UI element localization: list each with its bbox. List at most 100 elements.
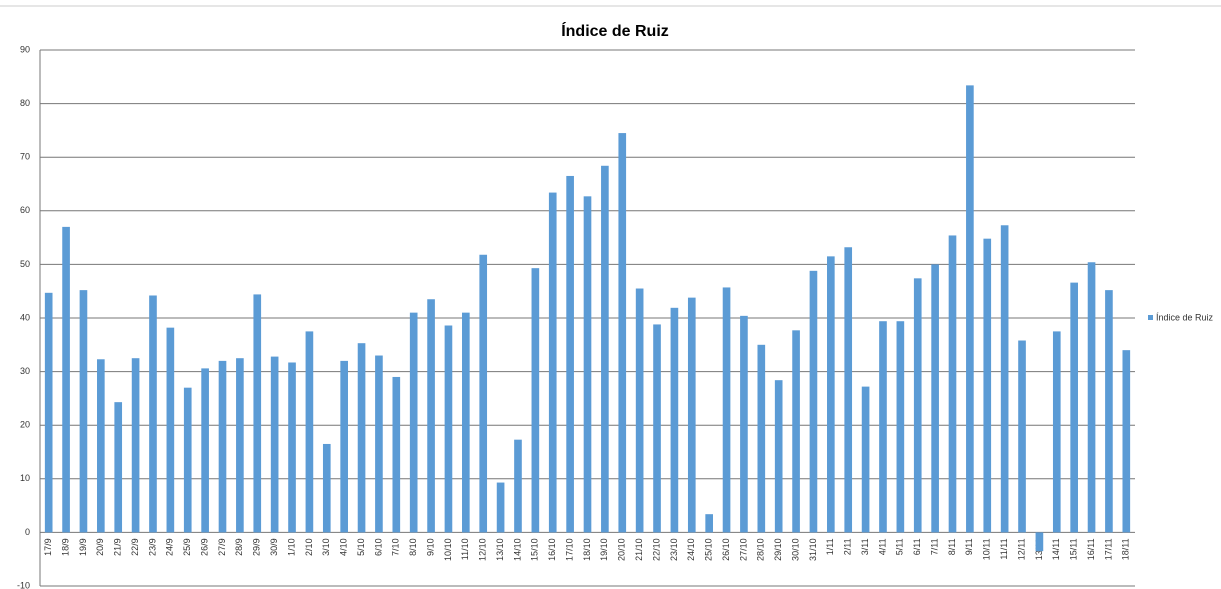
x-tick-label: 20/10 [617,538,627,561]
x-tick-label: 9/11 [964,538,974,555]
x-tick-label: 26/10 [721,538,731,561]
bar [948,235,957,533]
x-tick-label: 7/11 [929,538,939,555]
x-tick-label: 29/9 [252,538,262,556]
bar [462,312,470,533]
x-tick-label: 4/11 [877,538,887,555]
x-tick-label: 13/10 [495,538,505,561]
x-tick-label: 22/9 [130,538,140,556]
x-tick-label: 20/9 [95,538,105,556]
x-tick-label: 31/10 [808,538,818,561]
bar [183,387,192,533]
x-tick-label: 17/9 [43,538,53,556]
x-tick-label: 30/9 [269,538,279,556]
bar [792,330,800,533]
x-tick-label: 1/11 [825,538,835,555]
bar [653,324,661,533]
bar [340,360,348,533]
x-tick-label: 10/10 [443,538,453,561]
bar [722,287,731,533]
bar [896,321,905,533]
x-tick-label: 17/11 [1103,538,1113,560]
bar [705,514,713,533]
x-tick-label: 1/10 [286,538,296,556]
x-tick-label: 30/10 [790,538,800,561]
y-tick-label: 70 [20,152,30,162]
bar [1122,350,1131,533]
bar [270,356,279,533]
bar [79,290,88,533]
y-tick-label: 90 [20,44,30,54]
x-tick-label: 14/10 [512,538,522,561]
bar [149,295,157,533]
bar [531,268,540,533]
y-tick-label: -10 [17,580,30,589]
bar [1052,331,1061,533]
bar [514,439,522,533]
x-tick-label: 21/10 [634,538,644,561]
x-tick-label: 25/10 [704,538,714,561]
bar [583,196,592,533]
x-tick-label: 3/11 [860,538,870,555]
bar [1018,340,1026,533]
x-tick-label: 25/9 [182,538,192,556]
x-tick-label: 19/9 [78,538,88,556]
bar [44,292,53,533]
bar [913,278,922,533]
x-tick-label: 29/10 [773,538,783,561]
bar [409,312,418,533]
bar [305,331,314,533]
x-tick-label: 2/10 [304,538,314,556]
x-tick-label: 27/10 [738,538,748,561]
bar [774,380,783,533]
x-tick-label: 23/9 [147,538,157,556]
bar [444,325,453,533]
x-tick-label: 14/11 [1051,538,1061,560]
x-tick-label: 16/10 [547,538,557,561]
bar [1105,290,1113,533]
y-tick-label: 50 [20,259,30,269]
bar [601,165,609,533]
bar [392,376,401,533]
bar [496,482,505,533]
x-tick-label: 8/11 [947,538,957,555]
y-tick-label: 40 [20,312,30,322]
chart-title: Índice de Ruiz [561,21,669,40]
x-tick-label: 6/11 [912,538,922,555]
x-tick-label: 2/11 [843,538,853,555]
x-tick-label: 16/11 [1086,538,1096,560]
x-tick-label: 24/9 [165,538,175,556]
x-tick-label: 18/9 [60,538,70,556]
y-tick-label: 0 [25,527,30,537]
bar [1087,262,1096,533]
x-tick-label: 17/10 [564,538,574,561]
bar [166,327,175,533]
bar [322,443,331,533]
bar [201,368,209,533]
bar [844,247,853,533]
x-tick-label: 26/9 [199,538,209,556]
x-tick-label: 12/10 [478,538,488,561]
x-tick-label: 5/10 [356,538,366,556]
bar [861,386,870,533]
x-tick-label: 22/10 [651,538,661,561]
x-tick-label: 19/10 [599,538,609,561]
bar [931,264,939,533]
bar [288,362,296,533]
x-tick-label: 21/9 [113,538,123,556]
x-tick-label: 11/10 [460,538,470,560]
x-tick-label: 15/11 [1069,538,1079,560]
x-tick-label: 4/10 [339,538,349,556]
bar [687,297,696,533]
y-tick-label: 30 [20,366,30,376]
bar [218,360,227,533]
bar [548,192,557,533]
bar [97,359,105,533]
x-tick-label: 7/10 [391,538,401,556]
x-tick-label: 12/11 [1016,538,1026,560]
bar [114,402,123,533]
bar [879,321,887,533]
legend-swatch [1148,315,1153,320]
bar [131,358,140,533]
x-tick-label: 9/10 [425,538,435,556]
